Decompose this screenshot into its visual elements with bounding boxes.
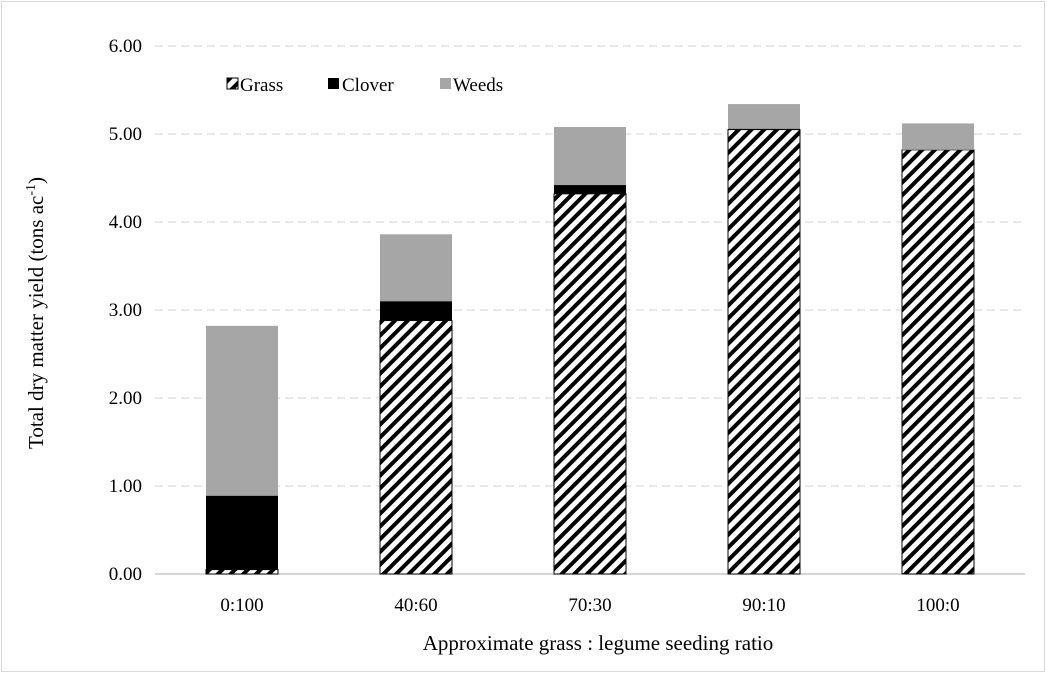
legend-label-weeds: Weeds: [453, 75, 503, 96]
bar-weeds-90-10: [728, 104, 800, 129]
legend-swatch-grass: [226, 77, 239, 90]
y-tick-label: 3.00: [109, 300, 142, 321]
bar-weeds-0-100: [206, 325, 278, 496]
bars: [205, 104, 975, 575]
y-tick-label: 1.00: [109, 476, 142, 497]
y-tick-label: 0.00: [109, 564, 142, 585]
legend-label-grass: Grass: [240, 75, 283, 96]
bar-weeds-40-60: [380, 234, 452, 302]
x-tick-label: 40:60: [394, 595, 437, 616]
x-tick-labels: 0:100 40:60 70:30 90:10 100:0: [220, 595, 959, 616]
legend-swatch-weeds: [440, 78, 451, 89]
x-axis-title: Approximate grass : legume seeding ratio: [423, 631, 774, 655]
y-tick-labels: 0.00 1.00 2.00 3.00 4.00 5.00 6.00: [109, 36, 142, 585]
bar-weeds-70-30: [554, 126, 626, 186]
bar-clover-90-10: [728, 128, 800, 130]
y-axis-title: Total dry matter yield (tons ac-1): [24, 177, 48, 449]
bar-grass-90-10: [727, 129, 801, 575]
legend: Grass Clover Weeds: [226, 75, 503, 96]
legend-label-clover: Clover: [342, 75, 394, 96]
legend-swatch-clover: [328, 78, 339, 89]
bar-clover-70-30: [554, 185, 626, 194]
y-tick-label: 5.00: [109, 124, 142, 145]
bar-grass-40-60: [379, 320, 453, 575]
y-tick-label: 6.00: [109, 36, 142, 57]
bar-clover-40-60: [380, 301, 452, 321]
bar-clover-0-100: [206, 495, 278, 570]
bar-grass-0-100: [205, 569, 279, 575]
x-tick-label: 0:100: [220, 595, 263, 616]
x-tick-label: 100:0: [916, 595, 959, 616]
y-tick-label: 4.00: [109, 212, 142, 233]
x-tick-label: 70:30: [568, 595, 611, 616]
bar-grass-70-30: [553, 193, 627, 575]
bar-weeds-100-0: [902, 123, 974, 150]
y-tick-label: 2.00: [109, 388, 142, 409]
bar-grass-100-0: [901, 149, 975, 575]
x-tick-label: 90:10: [742, 595, 785, 616]
